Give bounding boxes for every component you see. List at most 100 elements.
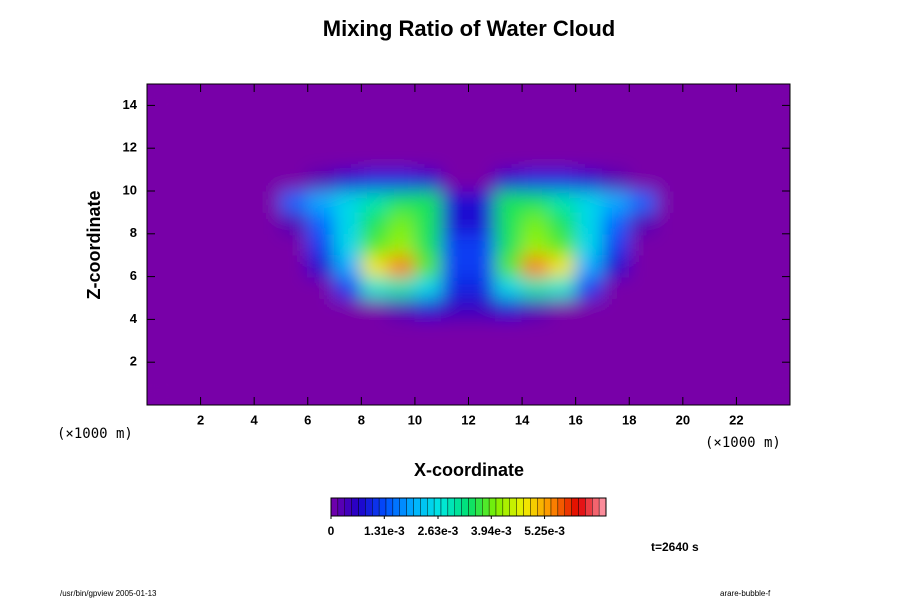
cell xyxy=(360,318,389,342)
cell xyxy=(468,190,496,213)
cell xyxy=(468,254,496,278)
cell xyxy=(387,383,416,405)
cell xyxy=(682,147,711,171)
cell xyxy=(655,169,684,192)
cell xyxy=(575,340,603,363)
cell xyxy=(387,147,416,171)
cell xyxy=(548,84,577,106)
cell xyxy=(735,169,764,192)
cell xyxy=(253,84,282,106)
x-tick-label: 20 xyxy=(676,412,690,427)
cell xyxy=(226,383,255,405)
cell xyxy=(682,84,711,106)
cell xyxy=(762,126,790,149)
cell xyxy=(735,361,764,385)
cell xyxy=(200,383,228,405)
cell xyxy=(628,297,657,320)
cell xyxy=(628,318,657,342)
cell xyxy=(762,233,790,256)
cell xyxy=(655,297,684,320)
cell xyxy=(521,276,550,299)
cell xyxy=(334,84,362,106)
cell xyxy=(360,361,389,385)
cell xyxy=(253,211,282,235)
cell xyxy=(709,383,737,405)
cell xyxy=(280,318,309,342)
cell xyxy=(307,361,336,385)
cell xyxy=(414,383,443,405)
colorbar-band xyxy=(433,497,442,517)
cell xyxy=(575,383,603,405)
cell xyxy=(360,254,389,278)
cell xyxy=(628,211,657,235)
cell xyxy=(307,233,336,256)
cell xyxy=(575,318,603,342)
cell xyxy=(307,340,336,363)
cell xyxy=(628,190,657,213)
cell xyxy=(655,318,684,342)
x-tick-label: 12 xyxy=(461,412,475,427)
cell xyxy=(307,190,336,213)
colorbar-band xyxy=(330,497,339,517)
cell xyxy=(414,169,443,192)
cell xyxy=(441,254,469,278)
cell xyxy=(682,169,711,192)
cell xyxy=(735,340,764,363)
cell xyxy=(468,126,496,149)
cell xyxy=(655,147,684,171)
cell xyxy=(762,211,790,235)
colorbar-band xyxy=(502,497,510,517)
cell xyxy=(280,233,309,256)
cell xyxy=(709,297,737,320)
cell xyxy=(655,84,684,106)
cell xyxy=(387,169,416,192)
colorbar-band xyxy=(413,497,421,517)
cell xyxy=(414,190,443,213)
cell xyxy=(334,211,362,235)
cell xyxy=(441,147,469,171)
cell xyxy=(655,104,684,128)
colorbar-band xyxy=(543,497,552,517)
cell xyxy=(334,104,362,128)
cell xyxy=(682,361,711,385)
cell xyxy=(280,297,309,320)
colorbar-tick-label: 1.31e-3 xyxy=(364,524,405,538)
cell xyxy=(601,318,630,342)
x-tick-label: 18 xyxy=(622,412,636,427)
colorbar-band xyxy=(550,497,559,517)
cell xyxy=(628,383,657,405)
cell xyxy=(280,383,309,405)
cell xyxy=(360,169,389,192)
cell xyxy=(441,383,469,405)
cell xyxy=(521,297,550,320)
cell xyxy=(253,126,282,149)
cell xyxy=(307,126,336,149)
colorbar-band xyxy=(447,497,455,517)
cell xyxy=(414,276,443,299)
cell xyxy=(762,254,790,278)
y-tick-label: 14 xyxy=(123,97,138,112)
cell xyxy=(360,147,389,171)
cell xyxy=(468,297,496,320)
cell xyxy=(655,340,684,363)
cell xyxy=(735,126,764,149)
cell xyxy=(548,211,577,235)
cell xyxy=(628,233,657,256)
cell xyxy=(494,254,523,278)
cell xyxy=(601,276,630,299)
cell xyxy=(682,318,711,342)
y-tick-label: 8 xyxy=(130,225,137,240)
cell xyxy=(387,84,416,106)
cell xyxy=(735,383,764,405)
colorbar-band xyxy=(420,497,428,517)
cell xyxy=(468,104,496,128)
cell xyxy=(575,211,603,235)
cell xyxy=(709,126,737,149)
cell xyxy=(441,297,469,320)
cell xyxy=(709,318,737,342)
cell xyxy=(280,84,309,106)
cell xyxy=(253,297,282,320)
x-tick-label: 2 xyxy=(197,412,204,427)
cell xyxy=(709,276,737,299)
